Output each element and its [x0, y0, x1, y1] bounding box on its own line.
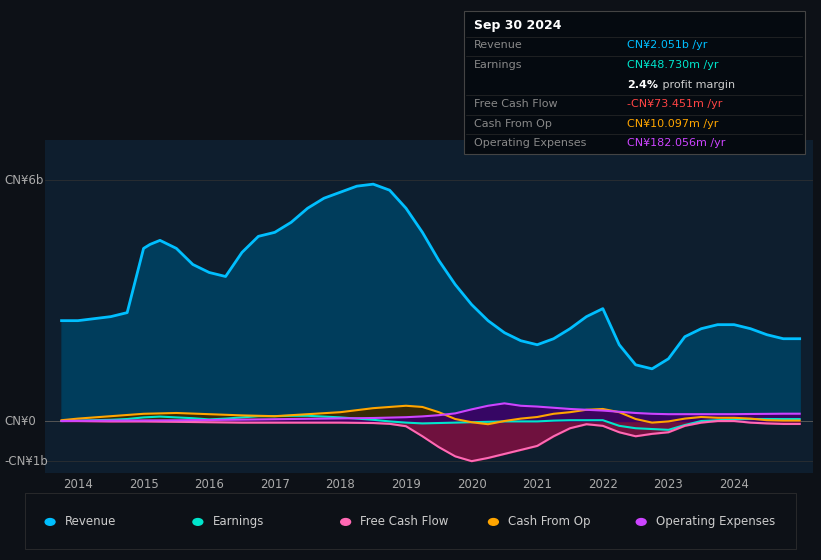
Text: CN¥10.097m /yr: CN¥10.097m /yr — [627, 119, 718, 129]
Text: Operating Expenses: Operating Expenses — [656, 515, 775, 529]
Text: Earnings: Earnings — [474, 60, 522, 70]
Text: CN¥0: CN¥0 — [4, 414, 36, 427]
Text: Revenue: Revenue — [65, 515, 117, 529]
Text: -CN¥73.451m /yr: -CN¥73.451m /yr — [627, 99, 722, 109]
Text: Free Cash Flow: Free Cash Flow — [360, 515, 449, 529]
Text: Cash From Op: Cash From Op — [474, 119, 552, 129]
Text: profit margin: profit margin — [658, 80, 735, 90]
Text: Revenue: Revenue — [474, 40, 522, 50]
Text: 2.4%: 2.4% — [627, 80, 658, 90]
Text: Sep 30 2024: Sep 30 2024 — [474, 20, 562, 32]
Text: CN¥182.056m /yr: CN¥182.056m /yr — [627, 138, 726, 148]
Text: Earnings: Earnings — [213, 515, 264, 529]
Text: CN¥48.730m /yr: CN¥48.730m /yr — [627, 60, 719, 70]
Text: CN¥2.051b /yr: CN¥2.051b /yr — [627, 40, 708, 50]
Text: Operating Expenses: Operating Expenses — [474, 138, 586, 148]
Text: Cash From Op: Cash From Op — [508, 515, 590, 529]
Text: -CN¥1b: -CN¥1b — [4, 455, 48, 468]
Text: CN¥6b: CN¥6b — [4, 174, 44, 186]
Text: Free Cash Flow: Free Cash Flow — [474, 99, 557, 109]
